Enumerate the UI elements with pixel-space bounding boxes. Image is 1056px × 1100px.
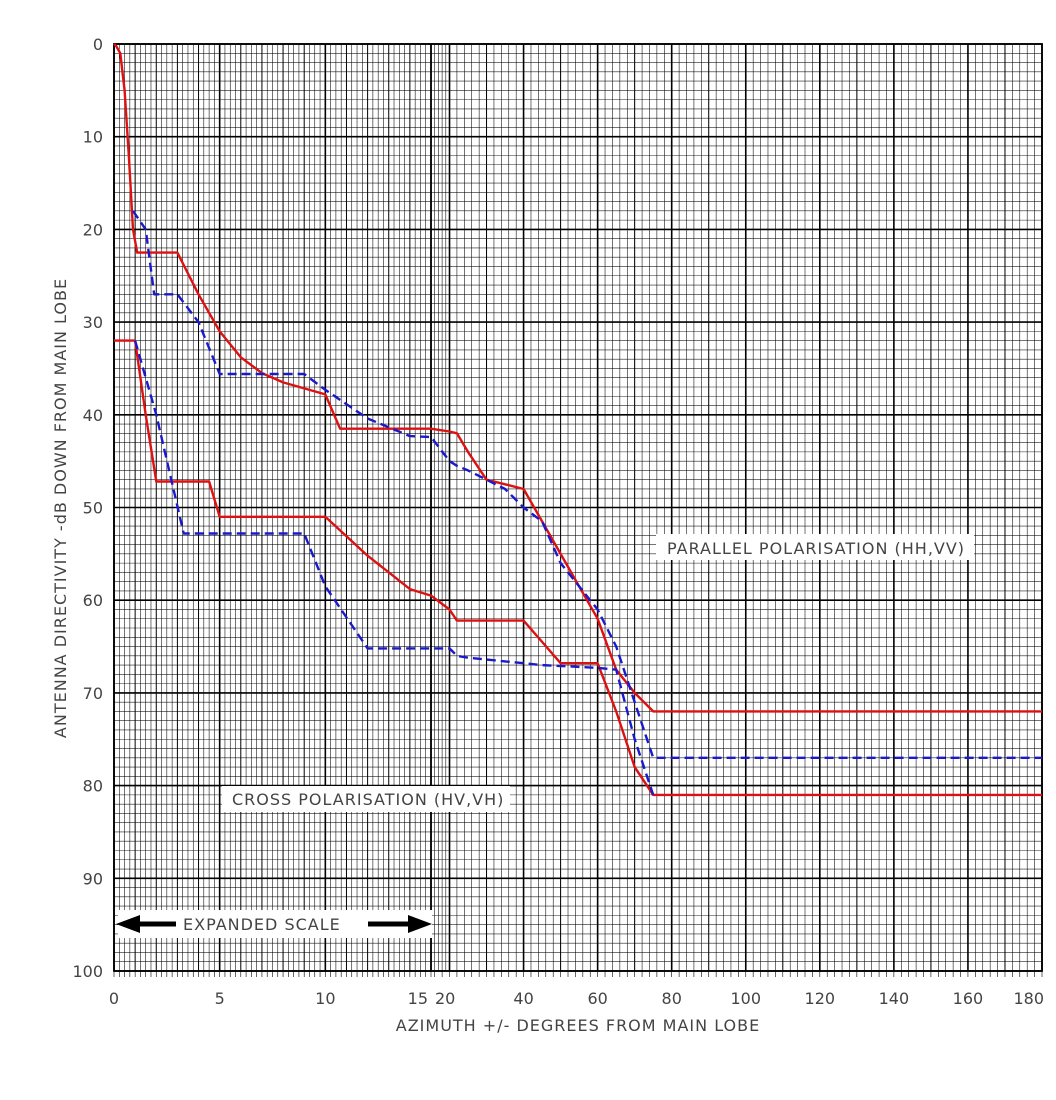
x-tick-label: 60 [587, 989, 607, 1008]
parallel-solid-line [113, 43, 1042, 713]
series-lines [113, 43, 1042, 797]
cross-polarisation-label: CROSS POLARISATION (HV,VH) [232, 790, 504, 809]
cross-solid-line [114, 339, 1042, 797]
left-arrow-icon [116, 915, 140, 933]
y-tick-label: 60 [83, 591, 103, 610]
x-tick-label: 15 [408, 989, 428, 1008]
x-tick-label: 10 [315, 989, 335, 1008]
x-tick-label: 5 [215, 989, 225, 1008]
x-tick-label: 160 [953, 989, 984, 1008]
plot-frame [113, 43, 1043, 972]
expanded-scale-marker: EXPANDED SCALE [116, 910, 432, 938]
y-tick-label: 30 [83, 313, 103, 332]
cross-label-bg [222, 786, 510, 812]
x-tick-labels: 0 5 10 15 20 40 60 80 100 120 140 160 180 [109, 989, 1044, 1008]
x-tick-label: 100 [730, 989, 761, 1008]
x-tick-label: 120 [805, 989, 836, 1008]
cross-dashed-line [133, 340, 655, 796]
y-tick-label: 70 [83, 684, 103, 703]
x-tick-label: 20 [435, 989, 455, 1008]
x-axis-title: AZIMUTH +/- DEGREES FROM MAIN LOBE [396, 1016, 760, 1035]
y-tick-labels: 0 10 20 30 40 50 60 70 80 90 100 [72, 35, 103, 981]
expanded-scale-label: EXPANDED SCALE [183, 915, 341, 934]
y-tick-label: 100 [72, 962, 103, 981]
x-tick-label: 140 [879, 989, 910, 1008]
grid [113, 43, 1043, 977]
parallel-dashed-line [132, 210, 1042, 759]
x-tick-label: 180 [1013, 989, 1044, 1008]
x-tick-label: 40 [513, 989, 533, 1008]
y-tick-label: 50 [83, 499, 103, 518]
y-axis-title: ANTENNA DIRECTIVITY -dB DOWN FROM MAIN L… [51, 278, 70, 738]
y-tick-label: 90 [83, 869, 103, 888]
y-tick-label: 40 [83, 406, 103, 425]
parallel-label-bg [656, 534, 974, 560]
right-arrow-icon [408, 915, 432, 933]
y-tick-label: 10 [83, 128, 103, 147]
y-tick-label: 20 [83, 220, 103, 239]
x-tick-label: 0 [109, 989, 119, 1008]
y-tick-label: 0 [93, 35, 103, 54]
parallel-polarisation-label: PARALLEL POLARISATION (HH,VV) [667, 539, 965, 558]
y-tick-label: 80 [83, 777, 103, 796]
x-tick-label: 80 [662, 989, 682, 1008]
